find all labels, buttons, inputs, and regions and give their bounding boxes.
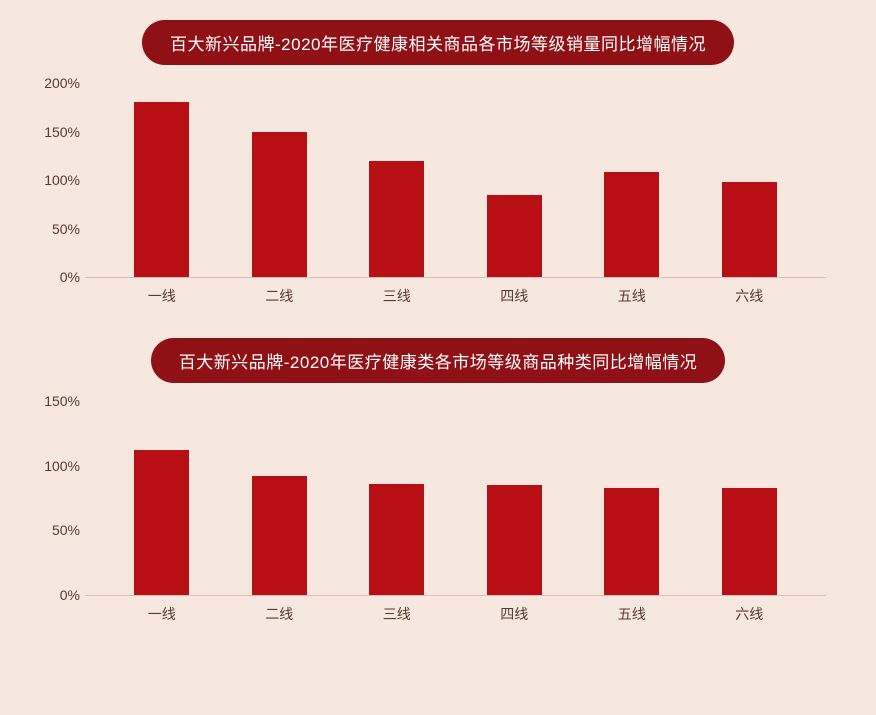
x-axis-label: 三线 xyxy=(338,596,456,626)
chart-block-0: 百大新兴品牌-2020年医疗健康相关商品各市场等级销量同比增幅情况0%50%10… xyxy=(30,20,846,308)
bar-slot xyxy=(103,401,221,595)
y-axis-tick: 200% xyxy=(30,75,80,91)
bar xyxy=(134,102,189,277)
bar-slot xyxy=(221,83,339,277)
x-axis: 一线二线三线四线五线六线 xyxy=(85,596,826,626)
y-axis-tick: 100% xyxy=(30,172,80,188)
bar-slot xyxy=(573,401,691,595)
plot-region: 0%50%100%150%200% xyxy=(85,83,826,278)
bar xyxy=(604,488,659,595)
bar xyxy=(252,132,307,278)
y-axis-tick: 50% xyxy=(30,522,80,538)
bar-slot xyxy=(573,83,691,277)
x-axis-label: 二线 xyxy=(221,278,339,308)
chart-title: 百大新兴品牌-2020年医疗健康相关商品各市场等级销量同比增幅情况 xyxy=(142,20,734,65)
x-axis-label: 六线 xyxy=(691,278,809,308)
bar xyxy=(487,485,542,595)
bar-slot xyxy=(456,83,574,277)
chart-area: 0%50%100%150%一线二线三线四线五线六线 xyxy=(85,401,826,626)
bar xyxy=(604,172,659,277)
bar xyxy=(487,195,542,277)
x-axis-label: 六线 xyxy=(691,596,809,626)
y-axis-tick: 150% xyxy=(30,393,80,409)
bar-slot xyxy=(221,401,339,595)
y-axis-tick: 100% xyxy=(30,458,80,474)
bar xyxy=(252,476,307,595)
x-axis: 一线二线三线四线五线六线 xyxy=(85,278,826,308)
bars-container xyxy=(85,83,826,277)
chart-area: 0%50%100%150%200%一线二线三线四线五线六线 xyxy=(85,83,826,308)
y-axis-tick: 0% xyxy=(30,587,80,603)
x-axis-label: 二线 xyxy=(221,596,339,626)
y-axis-tick: 150% xyxy=(30,124,80,140)
x-axis-label: 四线 xyxy=(456,596,574,626)
bar-slot xyxy=(338,401,456,595)
x-axis-label: 五线 xyxy=(573,596,691,626)
bar-slot xyxy=(691,83,809,277)
x-axis-label: 三线 xyxy=(338,278,456,308)
chart-title-wrap: 百大新兴品牌-2020年医疗健康类各市场等级商品种类同比增幅情况 xyxy=(30,338,846,383)
bar xyxy=(369,484,424,595)
bar-slot xyxy=(691,401,809,595)
bar xyxy=(722,488,777,595)
chart-block-1: 百大新兴品牌-2020年医疗健康类各市场等级商品种类同比增幅情况0%50%100… xyxy=(30,338,846,626)
chart-title: 百大新兴品牌-2020年医疗健康类各市场等级商品种类同比增幅情况 xyxy=(151,338,725,383)
x-axis-label: 一线 xyxy=(103,596,221,626)
x-axis-label: 一线 xyxy=(103,278,221,308)
x-axis-label: 五线 xyxy=(573,278,691,308)
bar-slot xyxy=(456,401,574,595)
bar xyxy=(722,182,777,277)
bar-slot xyxy=(103,83,221,277)
plot-region: 0%50%100%150% xyxy=(85,401,826,596)
bar-slot xyxy=(338,83,456,277)
x-axis-label: 四线 xyxy=(456,278,574,308)
y-axis-tick: 50% xyxy=(30,221,80,237)
chart-title-wrap: 百大新兴品牌-2020年医疗健康相关商品各市场等级销量同比增幅情况 xyxy=(30,20,846,65)
y-axis-tick: 0% xyxy=(30,269,80,285)
bars-container xyxy=(85,401,826,595)
bar xyxy=(134,450,189,595)
bar xyxy=(369,161,424,277)
